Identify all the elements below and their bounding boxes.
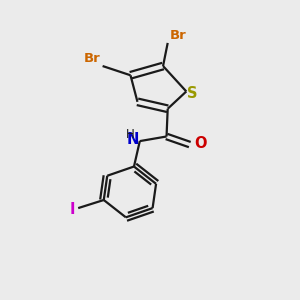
Text: S: S (187, 86, 197, 101)
Text: I: I (69, 202, 75, 217)
Text: O: O (194, 136, 207, 151)
Text: Br: Br (170, 29, 187, 42)
Text: Br: Br (83, 52, 100, 65)
Text: H: H (126, 128, 135, 141)
Text: N: N (126, 132, 139, 147)
